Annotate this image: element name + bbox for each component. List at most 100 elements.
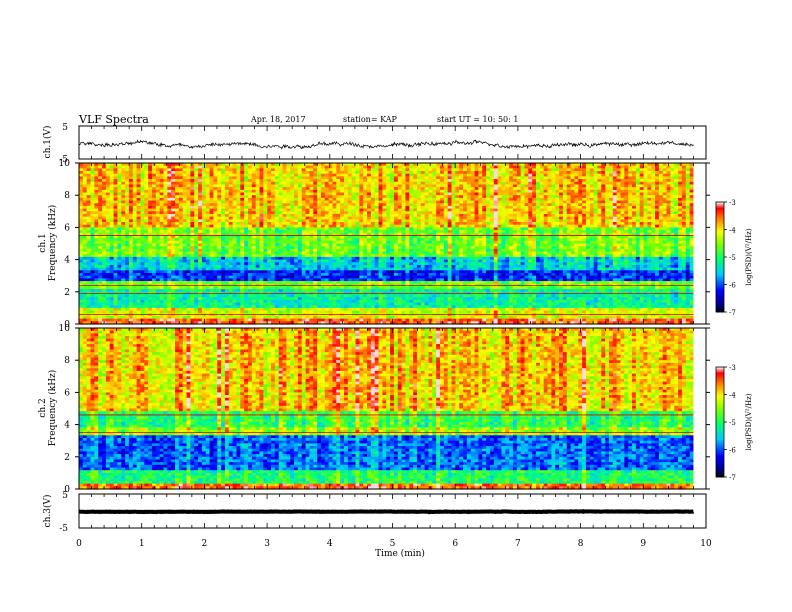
spectrogram-cell [343, 165, 349, 169]
spectrogram-cell [209, 163, 215, 167]
spectrogram-cell [151, 168, 157, 172]
ch1-waveform-ylabel: ch.1(V) [42, 126, 53, 159]
spectrogram-cell [662, 163, 668, 167]
spectrogram-cell [363, 165, 368, 169]
spectrogram-cell [324, 165, 330, 169]
spectrogram-cell [635, 165, 641, 169]
spectrogram-cell [666, 163, 672, 167]
spectrogram-cell [282, 168, 287, 172]
spectrogram-cell [374, 163, 380, 167]
spectrogram-cell [643, 163, 648, 167]
spectrogram-cell [105, 165, 111, 169]
spectrogram-cell [359, 165, 364, 169]
spectrogram-cell [432, 165, 437, 169]
spectrogram-cell [509, 163, 514, 167]
spectrogram-cell [109, 165, 115, 169]
station-label: station= KAP [343, 115, 398, 124]
spectrogram-cell [574, 163, 579, 167]
spectrogram-cell [608, 165, 614, 169]
spectrogram-cell [175, 168, 180, 172]
spectrogram-cell [263, 168, 268, 172]
spectrogram-cell [413, 168, 418, 172]
spectrogram-cell [313, 165, 318, 169]
spectrogram-cell [286, 163, 291, 167]
spectrogram-cell [509, 165, 514, 169]
spectrogram-cell [516, 165, 522, 169]
spectrogram-cell [332, 168, 337, 172]
spectrogram-cell [201, 168, 207, 172]
spectrogram-cell [198, 163, 203, 167]
spectrogram-cell [378, 163, 383, 167]
spectrogram-cell [317, 163, 322, 167]
spectrogram-cell [524, 163, 529, 167]
spectrogram-cell [359, 163, 364, 167]
spectrogram-cell [132, 163, 138, 167]
spectrogram-cell [547, 165, 552, 169]
spectrogram-cell [605, 163, 610, 167]
spectrogram-cell [175, 165, 180, 169]
spectrogram-cell [689, 163, 695, 167]
spectrogram-cell [405, 165, 410, 169]
spectrogram-cell [374, 165, 380, 169]
spectrogram-cell [674, 163, 679, 167]
spectrogram-cell [228, 168, 234, 172]
spectrogram-cell [128, 165, 134, 169]
spectrogram-cell [79, 163, 84, 167]
spectrogram-cell [370, 165, 376, 169]
spectrogram-cell [79, 165, 84, 169]
spectrogram-cell [459, 165, 464, 169]
spectrogram-cell [247, 165, 253, 169]
spectrogram-cell [393, 165, 399, 169]
spectrogram-cell [447, 165, 453, 169]
spectrogram-cell [440, 168, 445, 172]
spectrogram-cell [428, 165, 433, 169]
spectrogram-cell [559, 163, 564, 167]
spectrogram-cell [635, 163, 641, 167]
spectrogram-cell [140, 163, 145, 167]
spectrogram-cell [320, 163, 326, 167]
spectrogram-cell [148, 163, 153, 167]
spectrogram-cell [489, 163, 495, 167]
spectrogram-cell [294, 163, 299, 167]
spectrogram-cell [301, 168, 307, 172]
spectrogram-cell [305, 165, 311, 169]
spectrogram-cell [190, 163, 195, 167]
spectrogram-cell [247, 163, 253, 167]
spectrogram-cell [340, 165, 345, 169]
spectrogram-cell [194, 163, 199, 167]
spectrogram-cell [651, 163, 656, 167]
spectrogram-cell [443, 168, 449, 172]
spectrogram-cell [536, 165, 541, 169]
spectrogram-cell [198, 168, 203, 172]
spectrogram-cell [182, 165, 188, 169]
spectrogram-cell [128, 168, 134, 172]
spectrogram-cell [167, 165, 172, 169]
spectrogram-cell [466, 165, 472, 169]
spectrogram-cell [532, 163, 537, 167]
spectrogram-cell [340, 168, 345, 172]
spectrogram-cell [428, 163, 433, 167]
spectrogram-cell [94, 168, 99, 172]
spectrogram-cell [363, 168, 368, 172]
spectrogram-cell [555, 163, 560, 167]
spectrogram-cell [643, 165, 648, 169]
spectrogram-cell [155, 163, 161, 167]
spectrogram-cell [148, 165, 153, 169]
spectrogram-cell [244, 165, 249, 169]
spectrogram-cell [228, 165, 234, 169]
spectrogram-cell [274, 168, 280, 172]
spectrogram-cell [655, 163, 660, 167]
spectrogram-cell [105, 168, 111, 172]
spectrogram-cell [420, 165, 426, 169]
spectrogram-cell [121, 165, 126, 169]
spectrogram-cell [436, 165, 441, 169]
figure-title: VLF Spectra [78, 113, 149, 126]
spectrogram-cell [90, 165, 95, 169]
spectrogram-cell [313, 168, 318, 172]
spectrogram-cell [82, 163, 88, 167]
spectrogram-cell [582, 163, 587, 167]
spectrogram-cell [497, 165, 503, 169]
spectrogram-cell [574, 165, 579, 169]
spectrogram-cell [267, 168, 272, 172]
